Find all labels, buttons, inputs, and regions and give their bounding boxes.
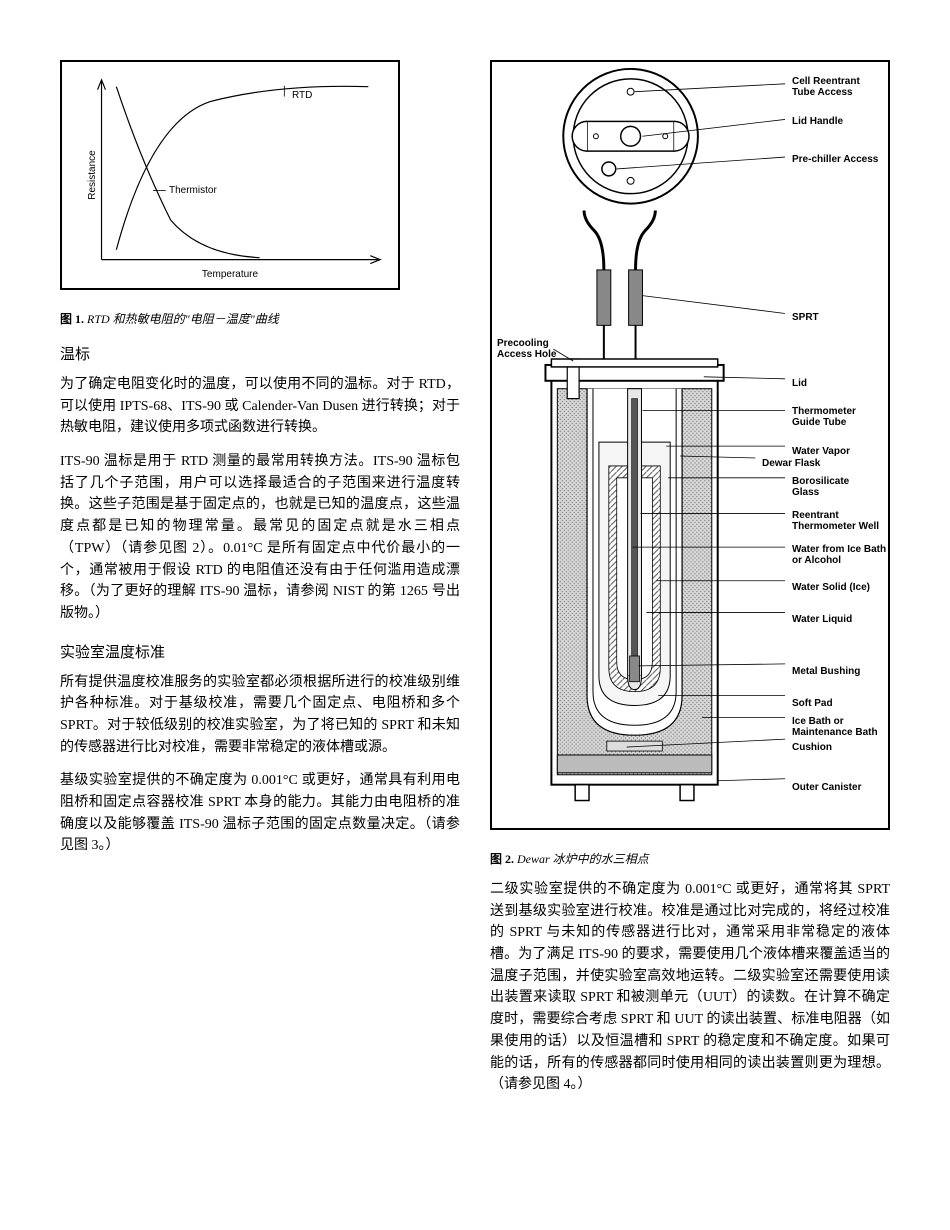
left-column: RTD Thermistor Resistance Temperature 图 … bbox=[60, 60, 460, 1108]
figure-2-label-sprt: SPRT bbox=[792, 312, 819, 323]
figure-2-label-lid: Lid bbox=[792, 378, 807, 389]
figure-2-label-soft-pad: Soft Pad bbox=[792, 698, 833, 709]
figure-1-rtd-label: RTD bbox=[292, 90, 312, 101]
figure-2-label-metal-bushing: Metal Bushing bbox=[792, 666, 860, 677]
figure-2-diagram: Cell ReentrantTube Access Lid Handle Pre… bbox=[490, 60, 890, 830]
figure-2-label-cushion: Cushion bbox=[792, 742, 832, 753]
figure-2-label-precooling: PrecoolingAccess Hole bbox=[497, 338, 556, 360]
figure-2-label-water-vapor: Water Vapor bbox=[792, 446, 850, 457]
figure-2-side-view bbox=[545, 349, 785, 800]
figure-1-chart: RTD Thermistor Resistance Temperature bbox=[60, 60, 400, 290]
figure-1-caption-text: RTD 和热敏电阻的"电阻－温度"曲线 bbox=[84, 312, 279, 326]
figure-2-caption-text: Dewar 冰炉中的水三相点 bbox=[514, 852, 649, 866]
heading-wenbiao: 温标 bbox=[60, 343, 460, 364]
heading-lab-standard: 实验室温度标准 bbox=[60, 641, 460, 662]
figure-1-caption-prefix: 图 1. bbox=[60, 312, 84, 326]
figure-2-label-lid-handle: Lid Handle bbox=[792, 116, 843, 127]
figure-1-svg bbox=[62, 62, 398, 289]
figure-2-label-dewar-flask: Dewar Flask bbox=[762, 458, 820, 469]
figure-2-label-borosilicate: BorosilicateGlass bbox=[792, 476, 849, 498]
figure-2-caption: 图 2. Dewar 冰炉中的水三相点 bbox=[490, 850, 890, 867]
figure-2-label-reentrant-well: ReentrantThermometer Well bbox=[792, 510, 879, 532]
figure-2-label-ice-bath: Ice Bath orMaintenance Bath bbox=[792, 716, 878, 738]
figure-2-caption-prefix: 图 2. bbox=[490, 852, 514, 866]
para-3: 所有提供温度校准服务的实验室都必须根据所进行的校准级别维护各种标准。对于基级校准… bbox=[60, 672, 460, 759]
figure-1-caption: 图 1. RTD 和热敏电阻的"电阻－温度"曲线 bbox=[60, 310, 460, 327]
figure-1-ylabel: Resistance bbox=[87, 150, 98, 199]
para-5: 二级实验室提供的不确定度为 0.001°C 或更好，通常将其 SPRT 送到基级… bbox=[490, 879, 890, 1096]
figure-2-label-water-liquid: Water Liquid bbox=[792, 614, 852, 625]
para-4: 基级实验室提供的不确定度为 0.001°C 或更好，通常具有利用电阻桥和固定点容… bbox=[60, 770, 460, 857]
figure-2-top-view bbox=[563, 69, 785, 204]
figure-2-label-cell-reentrant: Cell ReentrantTube Access bbox=[792, 76, 860, 98]
figure-1-thermistor-label: Thermistor bbox=[169, 185, 217, 196]
para-1: 为了确定电阻变化时的温度，可以使用不同的温标。对于 RTD，可以使用 IPTS-… bbox=[60, 374, 460, 439]
para-2: ITS-90 温标是用于 RTD 测量的最常用转换方法。ITS-90 温标包括了… bbox=[60, 451, 460, 625]
figure-2-label-water-ice: Water from Ice Bathor Alcohol bbox=[792, 544, 886, 566]
figure-2-label-thermo-guide: ThermometerGuide Tube bbox=[792, 406, 856, 428]
figure-2-label-outer-canister: Outer Canister bbox=[792, 782, 861, 793]
figure-2-label-prechiller: Pre-chiller Access bbox=[792, 154, 878, 165]
page: RTD Thermistor Resistance Temperature 图 … bbox=[0, 0, 950, 1148]
figure-2-svg bbox=[492, 62, 888, 824]
figure-2-label-water-solid: Water Solid (Ice) bbox=[792, 582, 870, 593]
figure-1-xlabel: Temperature bbox=[202, 269, 258, 280]
right-column: Cell ReentrantTube Access Lid Handle Pre… bbox=[490, 60, 890, 1108]
